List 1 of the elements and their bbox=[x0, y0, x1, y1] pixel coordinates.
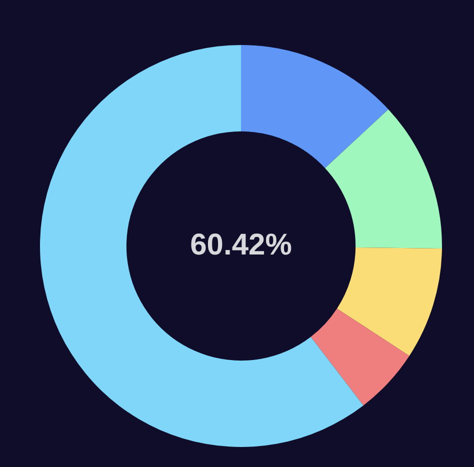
text: 60.42% bbox=[190, 228, 292, 262]
